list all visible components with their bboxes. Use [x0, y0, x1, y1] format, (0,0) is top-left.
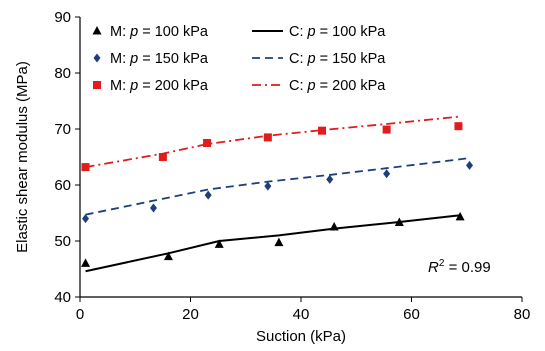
legend-marker-2 [93, 81, 101, 89]
r-squared-symbol: R [428, 259, 439, 276]
legend-label-measured-2: M: p = 200 kPa [110, 78, 209, 94]
y-tick-label: 50 [54, 233, 71, 250]
data-point-1-4 [326, 174, 334, 184]
data-point-2-4 [317, 126, 326, 135]
series-line-5 [85, 115, 459, 168]
x-tick-label: 0 [76, 306, 84, 323]
legend-label-measured-0: M: p = 100 kPa [110, 24, 209, 40]
data-point-2-6 [454, 122, 463, 131]
data-point-0-5 [394, 217, 404, 227]
y-tick-label: 40 [54, 289, 71, 306]
data-point-2-3 [263, 133, 272, 142]
legend-marker-1 [93, 53, 101, 63]
legend-marker-0 [92, 26, 102, 35]
data-point-0-1 [163, 251, 173, 261]
data-point-2-2 [203, 139, 212, 147]
legend-label-computed-2: C: p = 200 kPa [289, 78, 386, 94]
r-squared-superscript: 2 [439, 258, 445, 269]
data-point-0-3 [274, 237, 284, 247]
data-point-1-5 [383, 169, 391, 179]
legend-label-computed-0: C: p = 100 kPa [289, 24, 386, 40]
y-tick-label: 60 [54, 177, 71, 194]
x-tick-label: 40 [293, 306, 310, 323]
data-point-1-2 [204, 190, 212, 200]
series-lines [85, 115, 470, 273]
x-axis-title: Suction (kPa) [256, 328, 346, 345]
y-tick-label: 90 [54, 9, 71, 26]
data-point-1-1 [149, 203, 157, 213]
legend-label-computed-1: C: p = 150 kPa [289, 51, 386, 67]
data-point-1-3 [264, 181, 272, 191]
y-tick-label: 80 [54, 65, 71, 82]
data-point-2-1 [158, 153, 167, 161]
data-point-1-6 [466, 160, 474, 170]
data-point-2-0 [81, 163, 90, 172]
series-markers [81, 122, 474, 267]
axes: 40 50 60 70 80 90 0 20 40 60 80 [54, 9, 530, 323]
series-line-4 [85, 157, 470, 216]
data-point-2-5 [382, 125, 391, 134]
x-tick-label: 20 [182, 306, 199, 323]
y-axis-title: Elastic shear modulus (MPa) [14, 61, 31, 253]
legend: M: p = 100 kPa M: p = 150 kPa M: p = 200 k… [92, 24, 386, 94]
series-line-3 [85, 214, 461, 273]
r-squared-value: = 0.99 [444, 259, 490, 276]
data-point-1-0 [82, 214, 90, 224]
x-tick-label: 60 [403, 306, 420, 323]
legend-label-measured-1: M: p = 150 kPa [110, 51, 209, 67]
data-point-0-2 [214, 239, 224, 248]
r-squared-annotation: R2 = 0.99 [428, 258, 491, 276]
y-tick-label: 70 [54, 121, 71, 138]
data-point-0-6 [455, 211, 465, 221]
data-point-0-0 [81, 258, 91, 267]
x-tick-label: 80 [514, 306, 531, 323]
data-point-0-4 [329, 222, 339, 231]
